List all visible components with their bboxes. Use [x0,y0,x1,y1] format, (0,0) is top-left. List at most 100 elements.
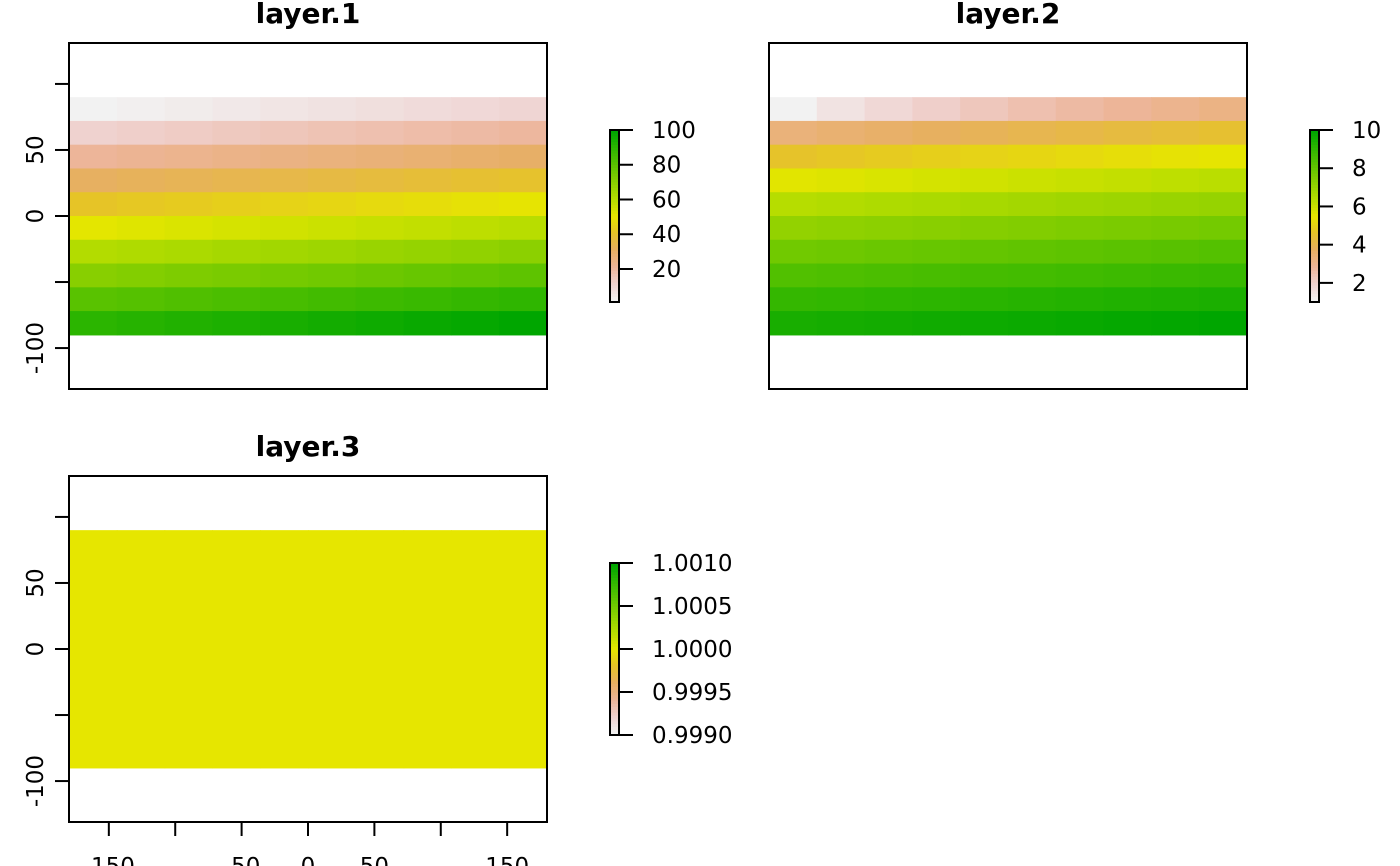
raster-cell [816,144,866,170]
legend-swatch [610,594,619,598]
raster-cell [260,216,309,241]
raster-cell [499,625,548,650]
raster-cell [1055,311,1105,336]
raster-cell [355,168,405,193]
legend-swatch [610,210,619,214]
raster-cell [912,144,961,170]
raster-cell [499,577,548,603]
raster-cell [960,192,1009,217]
legend-swatch [610,683,619,687]
raster-cell [116,744,166,769]
legend-tick-label: 10 [1352,118,1381,144]
legend-tick-label: 0.9990 [652,723,732,749]
raster-cell [308,601,357,626]
legend-swatch [610,290,619,294]
raster-cell [212,287,261,312]
legend-swatch [610,694,619,699]
raster-cell [403,625,452,650]
raster-cell [212,192,261,217]
legend-swatch [1310,224,1319,229]
raster-cell [912,168,961,193]
raster-cell [212,263,261,288]
legend-swatch [610,259,619,263]
raster-cell [403,530,452,555]
raster-cell [1199,120,1248,146]
raster-cell [816,192,866,217]
raster-cell [912,97,961,122]
legend-swatch [1310,144,1319,148]
legend-swatch [610,700,619,705]
legend-swatch [610,563,619,567]
legend-swatch [610,577,619,581]
raster-cell [308,553,357,579]
legend-swatch [1310,233,1319,237]
raster-cell [116,625,166,650]
legend-swatch [610,207,619,211]
raster-cell [116,672,166,698]
legend-swatch [1310,187,1319,191]
legend-swatch [610,236,619,240]
raster-cell [403,192,452,217]
legend-swatch [610,591,619,596]
raster-cell [69,263,118,288]
legend-swatch [610,144,619,148]
raster-cell [1103,239,1152,265]
raster-cell [451,696,500,721]
legend-swatch [1310,276,1319,280]
raster-cell [864,144,913,170]
raster-cell [769,311,818,336]
raster-cell [816,287,866,312]
legend-swatch [610,175,619,180]
raster-cell [212,601,261,626]
raster-cell [1008,216,1057,241]
legend-swatch [610,600,619,604]
raster-cell [499,553,548,579]
raster-cell [116,649,166,674]
legend-swatch [610,267,619,272]
raster-cell [212,672,261,698]
raster-cell [260,168,309,193]
raster-cell [69,144,118,170]
raster-cell [308,720,357,745]
raster-cell [769,192,818,217]
legend-swatch [610,692,619,696]
raster-cell [355,216,405,241]
raster-cell [451,649,500,674]
legend-swatch [610,184,619,188]
legend-swatch [1310,141,1319,145]
raster-cell [816,216,866,241]
legend-swatch [1310,204,1319,208]
legend-swatch [610,167,619,171]
raster-cell [212,553,261,579]
raster-cell [499,287,548,312]
y-tick-label: 0 [23,209,49,224]
legend-swatch [610,732,619,736]
legend-swatch [610,583,619,587]
raster-cell [864,263,913,288]
x-tick-label: 50 [360,854,389,866]
raster-cell [1055,287,1105,312]
raster-cell [769,239,818,265]
raster-cell [960,97,1009,122]
raster-cell [164,144,213,170]
legend-swatch [1310,247,1319,251]
legend-swatch [610,170,619,174]
legend-swatch [610,588,619,593]
legend-tick-label: 20 [652,257,681,283]
legend-swatch [610,674,619,679]
legend-swatch [610,158,619,163]
raster-cell [164,287,213,312]
raster-cell [260,720,309,745]
legend-swatch [610,204,619,208]
legend-swatch [610,697,619,702]
legend-swatch [1310,267,1319,272]
raster-cell [69,97,118,122]
raster-cell [116,168,166,193]
raster-cell [1151,120,1200,146]
raster-cell [69,720,118,745]
legend-swatch [610,141,619,145]
raster-cell [260,311,309,336]
raster-cell [864,168,913,193]
raster-cell [1199,144,1248,170]
raster-cell [1103,144,1152,170]
